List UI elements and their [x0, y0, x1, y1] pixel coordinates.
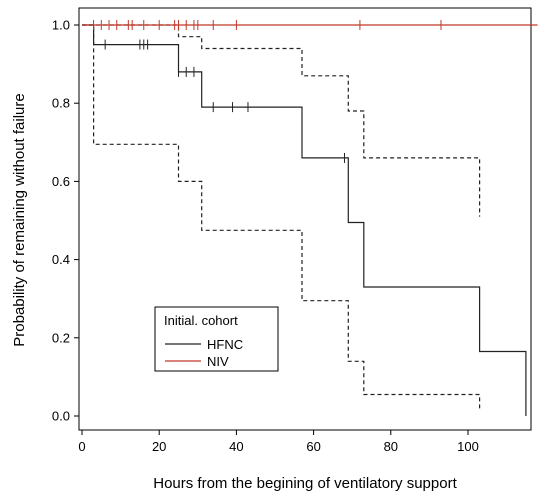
- series-line-hfnc: [82, 24, 527, 416]
- x-tick-label: 60: [306, 439, 320, 454]
- series-layer: [82, 20, 538, 416]
- x-tick-label: 20: [152, 439, 166, 454]
- x-tick-label: 100: [457, 439, 479, 454]
- legend-label-niv: NIV: [207, 354, 229, 369]
- y-axis-ticks: 0.0 0.2 0.4 0.6 0.8 1.0: [52, 18, 79, 424]
- legend-label-hfnc: HFNC: [207, 337, 243, 352]
- legend-box: [154, 306, 279, 372]
- x-axis-label: Hours from the begining of ventilatory s…: [153, 475, 457, 492]
- x-tick-label: 0: [78, 439, 85, 454]
- series-line-hfnc-95-ci-upper: [82, 24, 481, 217]
- y-tick-label: 1.0: [52, 18, 70, 33]
- plot-frame: [78, 7, 532, 431]
- y-axis-label: Probability of remaining without failure: [11, 93, 28, 346]
- y-tick-label: 0.4: [52, 252, 70, 267]
- y-tick-label: 0.8: [52, 96, 70, 111]
- x-tick-label: 80: [384, 439, 398, 454]
- legend-title: Initial. cohort: [164, 313, 238, 328]
- x-axis-ticks: 0 20 40 60 80 100: [78, 430, 479, 454]
- y-tick-label: 0.2: [52, 330, 70, 345]
- legend: Initial. cohort HFNC NIV: [154, 306, 279, 372]
- y-tick-label: 0.0: [52, 409, 70, 424]
- series-line-hfnc-95-ci-lower: [82, 24, 481, 411]
- y-tick-label: 0.6: [52, 174, 70, 189]
- x-tick-label: 40: [229, 439, 243, 454]
